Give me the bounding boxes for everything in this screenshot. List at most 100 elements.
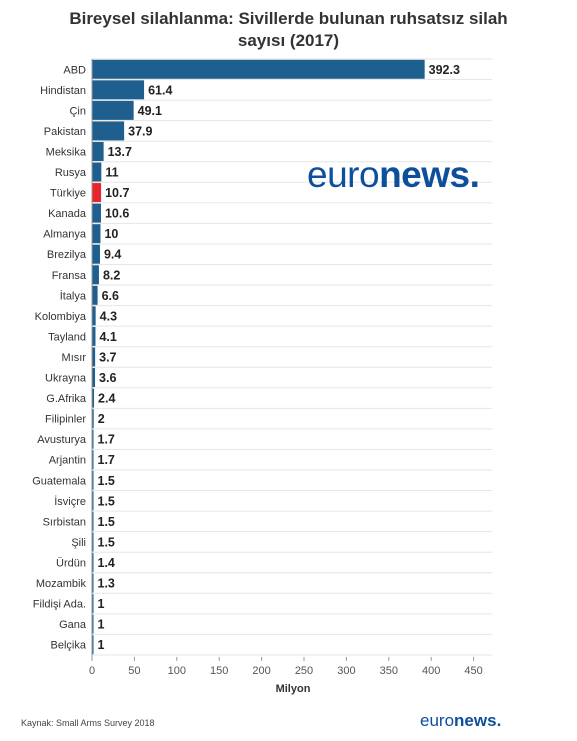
bar bbox=[92, 429, 94, 449]
bar bbox=[92, 326, 96, 346]
value-label: 1.3 bbox=[98, 577, 115, 591]
bar bbox=[92, 347, 96, 367]
category-label: Şili bbox=[71, 537, 86, 549]
bar bbox=[92, 80, 145, 100]
category-label: Avusturya bbox=[37, 434, 87, 446]
category-label: Filipinler bbox=[45, 414, 86, 426]
value-label: 10.6 bbox=[105, 207, 129, 221]
value-label: 1.5 bbox=[98, 494, 115, 508]
category-label: Almanya bbox=[43, 229, 87, 241]
x-axis: 0 50 100 150 200 250 300 350 400 450 bbox=[89, 59, 483, 677]
value-label: 61.4 bbox=[148, 83, 172, 97]
value-label: 11 bbox=[105, 166, 118, 180]
x-tick-label: 300 bbox=[337, 665, 355, 677]
category-label: Sırbistan bbox=[43, 516, 86, 528]
value-label: 1.5 bbox=[98, 515, 115, 529]
bar bbox=[92, 614, 94, 634]
logo-text-news: news bbox=[379, 154, 470, 195]
value-label: 1 bbox=[98, 638, 105, 652]
value-label: 37.9 bbox=[128, 124, 152, 138]
chart-title: Bireysel silahlanma: Sivillerde bulunan … bbox=[20, 8, 557, 52]
value-label: 8.2 bbox=[103, 268, 120, 282]
bar bbox=[92, 594, 94, 614]
value-label: 3.6 bbox=[99, 371, 116, 385]
bar bbox=[92, 224, 101, 244]
bar bbox=[92, 552, 94, 572]
value-label: 2.4 bbox=[98, 392, 115, 406]
x-tick-label: 150 bbox=[210, 665, 228, 677]
category-label: Hindistan bbox=[40, 85, 86, 97]
value-label: 6.6 bbox=[102, 289, 119, 303]
x-tick-label: 250 bbox=[295, 665, 313, 677]
category-label: İtalya bbox=[60, 289, 87, 302]
value-label: 4.3 bbox=[100, 309, 117, 323]
category-label: Ürdün bbox=[56, 557, 86, 569]
x-tick-label: 350 bbox=[380, 665, 398, 677]
euronews-footer-logo: euronews. bbox=[420, 711, 501, 731]
category-label: İsviçre bbox=[54, 495, 86, 508]
x-tick-label: 200 bbox=[252, 665, 270, 677]
category-labels: ABD Hindistan Çin Pakistan Meksika Rusya Türki… bbox=[32, 64, 87, 651]
bar bbox=[92, 491, 94, 511]
category-label: Meksika bbox=[46, 146, 87, 158]
value-label: 1.4 bbox=[98, 556, 115, 570]
bar bbox=[92, 306, 96, 326]
footer-logo-text-news: news bbox=[454, 711, 497, 730]
bar bbox=[92, 183, 102, 203]
x-tick-label: 50 bbox=[128, 665, 140, 677]
category-label: Mısır bbox=[62, 352, 87, 364]
category-label: Fransa bbox=[52, 270, 87, 282]
bar bbox=[92, 532, 94, 552]
gridlines bbox=[92, 58, 492, 656]
bar bbox=[92, 244, 100, 264]
bar bbox=[92, 100, 134, 120]
value-label: 2 bbox=[98, 412, 105, 426]
value-label: 3.7 bbox=[99, 350, 116, 364]
chart-title-line-1: Bireysel silahlanma: Sivillerde bulunan … bbox=[69, 9, 508, 28]
x-tick-label: 450 bbox=[464, 665, 482, 677]
value-label: 1.7 bbox=[98, 453, 115, 467]
x-tick-label: 400 bbox=[422, 665, 440, 677]
bar bbox=[92, 388, 95, 408]
bar bbox=[92, 573, 94, 593]
category-label: Rusya bbox=[55, 167, 87, 179]
category-label: Kolombiya bbox=[35, 311, 87, 323]
value-label: 1.7 bbox=[98, 433, 115, 447]
bar bbox=[92, 409, 94, 429]
category-label: Türkiye bbox=[50, 188, 86, 200]
x-axis-title: Milyon bbox=[276, 683, 311, 695]
bars bbox=[92, 59, 425, 655]
category-label: Arjantin bbox=[49, 455, 86, 467]
x-tick-label: 100 bbox=[168, 665, 186, 677]
logo-text-euro: euro bbox=[307, 154, 380, 195]
value-label: 392.3 bbox=[429, 63, 460, 77]
category-label: Ukrayna bbox=[45, 373, 87, 385]
bar bbox=[92, 368, 96, 388]
bar bbox=[92, 203, 101, 223]
logo-text-dot: . bbox=[469, 154, 480, 195]
value-label: 13.7 bbox=[108, 145, 132, 159]
value-labels: 392.361.449.137.913.71110.710.6109.48.26… bbox=[98, 63, 460, 652]
value-label: 1.5 bbox=[98, 535, 115, 549]
bar bbox=[92, 511, 94, 531]
bar bbox=[92, 141, 104, 161]
footer-logo-text-euro: euro bbox=[420, 711, 455, 730]
bar bbox=[92, 59, 425, 79]
bar bbox=[92, 265, 99, 285]
bar bbox=[92, 285, 98, 305]
category-label: ABD bbox=[63, 64, 86, 76]
value-label: 10 bbox=[104, 227, 118, 241]
category-label: Çin bbox=[69, 105, 86, 117]
x-tick-label: 0 bbox=[89, 665, 95, 677]
bar bbox=[92, 470, 94, 490]
bar bbox=[92, 162, 102, 182]
bar bbox=[92, 635, 94, 655]
category-label: Pakistan bbox=[44, 126, 86, 138]
value-label: 9.4 bbox=[104, 248, 121, 262]
bar bbox=[92, 450, 94, 470]
value-label: 4.1 bbox=[99, 330, 116, 344]
category-label: Mozambik bbox=[36, 578, 87, 590]
category-label: Kanada bbox=[48, 208, 87, 220]
euronews-logo: euronews. bbox=[307, 154, 480, 196]
footer-logo-text-dot: . bbox=[496, 711, 502, 730]
